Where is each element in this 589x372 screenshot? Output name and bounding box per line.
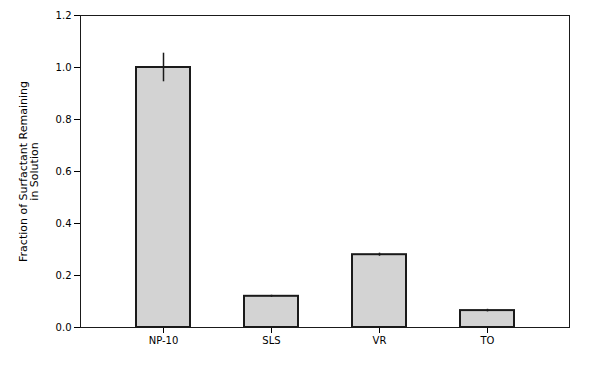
svg-text:0.4: 0.4 xyxy=(56,218,72,229)
svg-text:0.2: 0.2 xyxy=(56,270,72,281)
svg-text:Fraction of Surfactant Remaini: Fraction of Surfactant Remainingin Solut… xyxy=(17,81,41,262)
svg-text:TO: TO xyxy=(480,335,495,346)
svg-text:SLS: SLS xyxy=(262,335,280,346)
svg-text:1.0: 1.0 xyxy=(56,62,72,73)
svg-text:0.6: 0.6 xyxy=(56,166,72,177)
svg-text:0.8: 0.8 xyxy=(56,114,72,125)
svg-text:VR: VR xyxy=(373,335,387,346)
svg-text:NP-10: NP-10 xyxy=(149,335,179,346)
svg-text:0.0: 0.0 xyxy=(56,322,72,333)
svg-text:1.2: 1.2 xyxy=(56,10,72,21)
